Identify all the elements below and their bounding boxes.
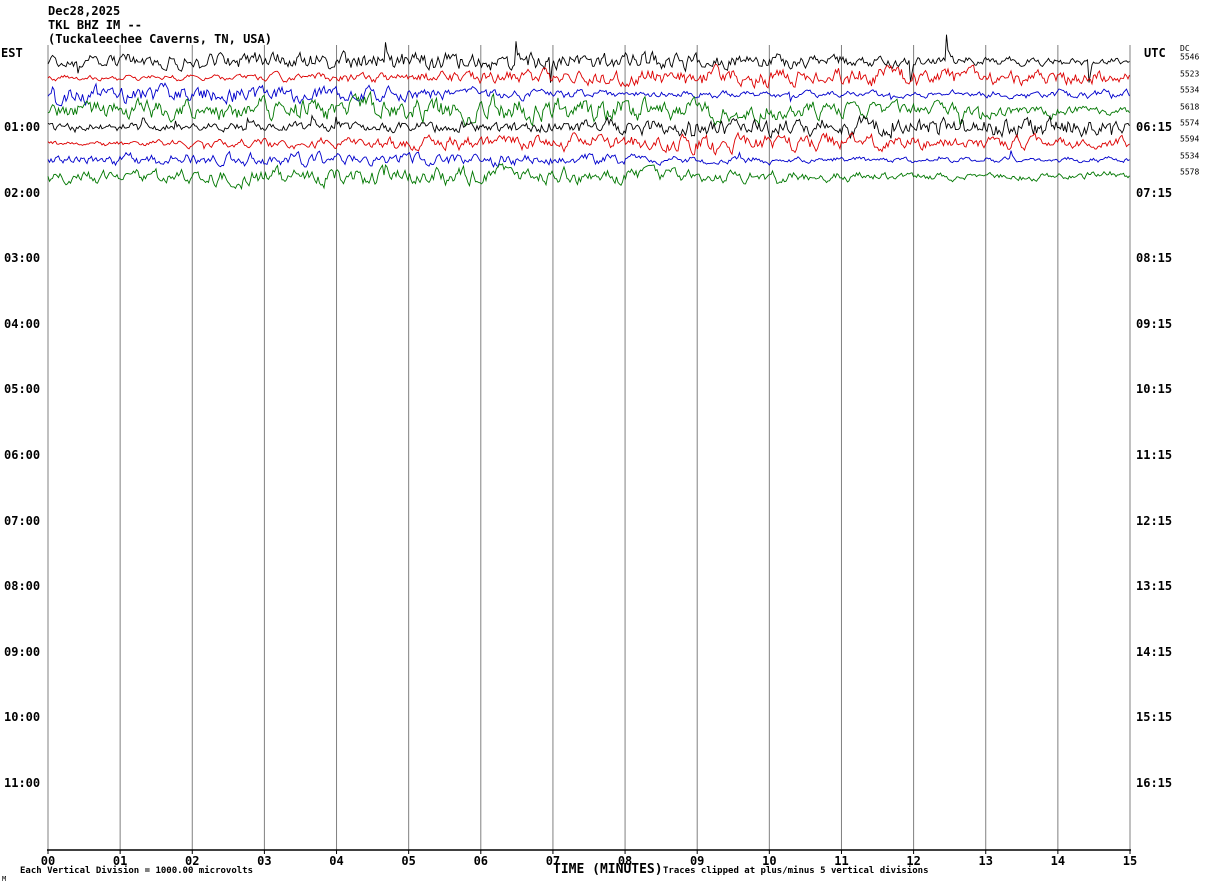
x-tick-label-15: 15 (1122, 854, 1138, 868)
minute-gridlines (47, 45, 1131, 850)
dc-header: DC (1180, 44, 1190, 53)
x-tick-label-04: 04 (329, 854, 344, 868)
left-tick-label-0100: 01:00 (4, 120, 41, 134)
x-tick-label-03: 03 (257, 854, 272, 868)
right-tick-label-1215: 12:15 (1136, 513, 1173, 528)
right-tick-label-1415: 14:15 (1136, 644, 1173, 659)
seismo-trace-row0-slot3 (47, 90, 1130, 127)
right-tick-label-0915: 09:15 (1136, 316, 1173, 331)
x-tick-label-05: 05 (401, 854, 416, 868)
x-axis-title: TIME (MINUTES) (553, 862, 663, 877)
left-tick-label-0600: 06:00 (4, 448, 41, 462)
dc-value-row0-slot0: 5546 (1180, 52, 1200, 62)
dc-value-row1-slot1: 5594 (1180, 134, 1200, 144)
x-tick-label-11: 11 (834, 854, 849, 868)
date-label: Dec28,2025 (48, 4, 121, 18)
x-tick-label-02: 02 (185, 854, 200, 868)
seismo-trace-row1-slot2 (47, 150, 1130, 168)
x-tick-label-12: 12 (906, 854, 921, 868)
left-tick-label-0400: 04:00 (4, 316, 41, 331)
left-tick-label-0700: 07:00 (4, 513, 41, 528)
right-tick-label-1315: 13:15 (1136, 579, 1173, 594)
dc-value-row1-slot0: 5574 (1180, 118, 1200, 128)
seismo-trace-row0-slot1 (47, 63, 1130, 90)
right-tick-label-0715: 07:15 (1136, 185, 1173, 200)
dc-value-row0-slot3: 5618 (1180, 102, 1200, 112)
seismo-trace-row0-slot0 (47, 34, 1130, 83)
x-tick-label-10: 10 (762, 854, 777, 868)
left-tick-label-0800: 08:00 (4, 579, 41, 594)
x-tick-label-01: 01 (112, 854, 128, 868)
right-tick-label-0615: 06:15 (1136, 120, 1173, 134)
right-tick-label-1015: 10:15 (1136, 382, 1173, 397)
scale-note: Each Vertical Division = 1000.00 microvo… (20, 866, 253, 876)
right-tick-label-1115: 11:15 (1136, 448, 1173, 462)
left-tick-label-1000: 10:00 (4, 710, 41, 725)
x-tick-label-14: 14 (1050, 854, 1066, 868)
seismo-trace-row1-slot3 (47, 163, 1130, 191)
x-tick-label-07: 07 (545, 854, 561, 868)
dc-value-row0-slot2: 5534 (1180, 85, 1200, 95)
x-tick-label-06: 06 (473, 854, 489, 868)
left-tick-label-0900: 09:00 (4, 644, 41, 659)
right-timezone-label: UTC (1144, 46, 1166, 60)
dc-value-row1-slot2: 5534 (1180, 151, 1200, 161)
right-tick-label-1515: 15:15 (1136, 710, 1173, 725)
seismo-trace-row1-slot1 (47, 131, 1130, 156)
corner-mark: M (2, 875, 7, 883)
right-tick-label-0815: 08:15 (1136, 251, 1173, 266)
clip-note: Traces clipped at plus/minus 5 vertical … (663, 866, 929, 876)
left-tick-label-0300: 03:00 (4, 251, 41, 266)
seismo-trace-row0-slot2 (47, 82, 1130, 107)
station-label: TKL BHZ IM -- (48, 18, 142, 32)
x-tick-label-08: 08 (617, 854, 633, 868)
dc-value-row1-slot3: 5578 (1180, 167, 1200, 177)
dc-value-row0-slot1: 5523 (1180, 69, 1200, 79)
left-tick-label-0200: 02:00 (4, 185, 41, 200)
x-tick-label-00: 00 (40, 854, 56, 868)
left-tick-label-0500: 05:00 (4, 382, 41, 397)
x-tick-label-13: 13 (978, 854, 993, 868)
left-timezone-label: EST (1, 46, 23, 60)
x-tick-label-09: 09 (689, 854, 705, 868)
location-label: (Tuckaleechee Caverns, TN, USA) (48, 32, 272, 46)
left-tick-label-1100: 11:00 (4, 776, 41, 790)
right-tick-label-1615: 16:15 (1136, 776, 1173, 790)
seismo-trace-row1-slot0 (47, 114, 1130, 140)
